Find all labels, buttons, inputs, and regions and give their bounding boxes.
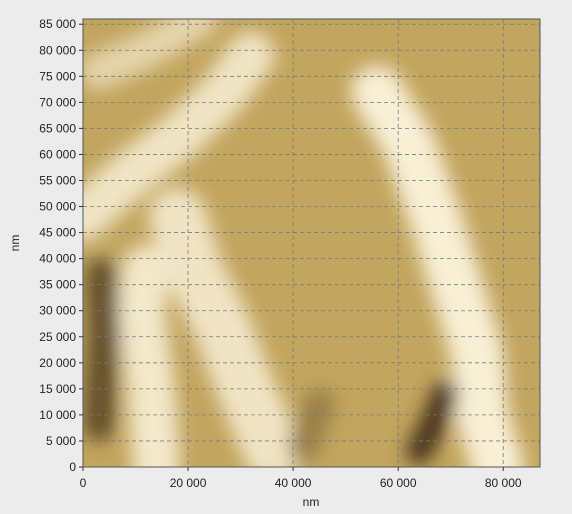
y-tick-label: 0 xyxy=(69,460,76,474)
x-tick-label: 60 000 xyxy=(380,476,417,490)
grid-lines xyxy=(83,19,540,467)
x-tick-label: 40 000 xyxy=(275,476,312,490)
y-tick-label: 50 000 xyxy=(39,200,76,214)
y-tick-label: 55 000 xyxy=(39,173,76,187)
surface-dark-pit-lower-right xyxy=(406,380,459,465)
y-tick-label: 70 000 xyxy=(39,95,76,109)
y-tick-label: 75 000 xyxy=(39,69,76,83)
y-tick-label: 30 000 xyxy=(39,304,76,318)
y-tick-label: 65 000 xyxy=(39,121,76,135)
y-tick-label: 15 000 xyxy=(39,382,76,396)
y-tick-label: 85 000 xyxy=(39,17,76,31)
y-tick-label: 35 000 xyxy=(39,278,76,292)
y-tick-label: 80 000 xyxy=(39,43,76,57)
plot-area xyxy=(82,18,541,468)
y-tick-label: 45 000 xyxy=(39,226,76,240)
x-tick-label: 20 000 xyxy=(170,476,207,490)
x-axis-title: nm xyxy=(303,495,320,509)
plot-frame xyxy=(82,18,541,468)
y-axis-title: nm xyxy=(8,235,22,252)
surface-fiber-left-vertical xyxy=(117,245,181,467)
y-tick-label: 5 000 xyxy=(46,434,76,448)
y-tick-label: 25 000 xyxy=(39,330,76,344)
x-tick-label: 80 000 xyxy=(485,476,522,490)
y-tick-label: 20 000 xyxy=(39,356,76,370)
y-tick-label: 10 000 xyxy=(39,408,76,422)
y-tick-label: 60 000 xyxy=(39,147,76,161)
x-axis: 0 20 000 40 000 60 000 80 000 xyxy=(80,467,522,490)
y-tick-label: 40 000 xyxy=(39,252,76,266)
y-axis: 0 5 000 10 000 15 000 20 000 25 000 30 000 35 0… xyxy=(39,17,83,474)
surface-dark-valley-left xyxy=(83,258,120,442)
surface-fiber-upper-left-diagonal xyxy=(83,31,275,241)
surface-dark-lower-center xyxy=(287,388,336,462)
x-tick-label: 0 xyxy=(80,476,87,490)
